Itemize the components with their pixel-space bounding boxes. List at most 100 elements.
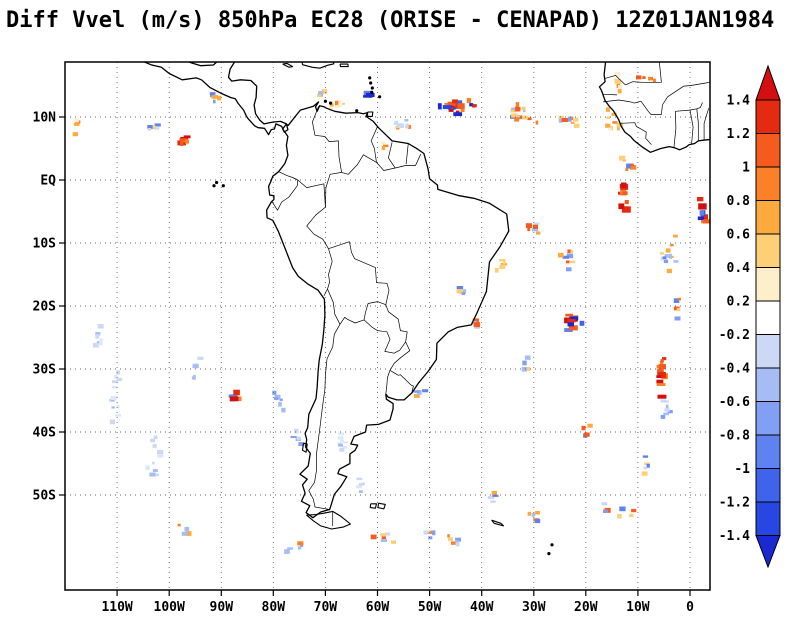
anomaly-patch bbox=[558, 118, 563, 123]
anomaly-patch bbox=[297, 541, 304, 546]
anomaly-patch bbox=[272, 390, 277, 395]
anomaly-patch bbox=[667, 410, 673, 414]
x-axis-tick-label: 30W bbox=[522, 600, 546, 615]
anomaly-patch bbox=[335, 100, 339, 106]
country-border bbox=[339, 316, 365, 325]
anomaly-patch bbox=[617, 126, 620, 131]
anomaly-patch bbox=[450, 541, 456, 545]
anomaly-patch bbox=[211, 95, 218, 99]
anomaly-patch bbox=[558, 252, 564, 258]
anomaly-patch bbox=[625, 168, 629, 171]
anomaly-patch bbox=[567, 116, 572, 122]
anomaly-patch bbox=[611, 112, 617, 116]
anomaly-patch bbox=[665, 404, 669, 409]
anomaly-patch bbox=[669, 253, 672, 259]
anomaly-patch bbox=[619, 155, 626, 161]
anomaly-patch bbox=[152, 461, 155, 465]
y-axis-tick-label: 40S bbox=[33, 426, 57, 441]
anomaly-patch bbox=[660, 399, 666, 403]
anomaly-patch bbox=[617, 89, 622, 94]
anomaly-patch bbox=[567, 319, 576, 323]
anomaly-patch bbox=[574, 117, 579, 121]
anomaly-patch bbox=[74, 117, 79, 123]
anomaly-patch bbox=[98, 340, 103, 346]
small-island-dot bbox=[550, 543, 554, 547]
country-border bbox=[673, 111, 677, 148]
anomaly-patch bbox=[281, 407, 286, 413]
anomaly-patch bbox=[338, 432, 345, 436]
anomaly-patch bbox=[621, 206, 631, 213]
anomaly-patch bbox=[192, 364, 199, 369]
anomaly-patch bbox=[321, 89, 327, 94]
country-border bbox=[703, 108, 710, 140]
small-island-dot bbox=[221, 184, 225, 188]
small-island-dot bbox=[215, 180, 219, 185]
map-frame bbox=[64, 61, 711, 591]
island-outline bbox=[339, 63, 349, 68]
anomaly-patch bbox=[673, 234, 678, 238]
country-border bbox=[385, 304, 408, 342]
anomaly-patch bbox=[660, 252, 664, 255]
country-border bbox=[297, 179, 326, 208]
anomaly-patch bbox=[452, 99, 458, 104]
anomaly-patch bbox=[318, 91, 324, 96]
anomaly-patch bbox=[567, 249, 572, 254]
anomaly-patch bbox=[358, 483, 364, 486]
anomaly-patch bbox=[665, 248, 671, 253]
anomaly-patch bbox=[184, 526, 190, 532]
anomaly-patch bbox=[185, 139, 189, 144]
anomaly-patch bbox=[183, 135, 191, 139]
colorbar-label: -1 bbox=[734, 462, 750, 477]
anomaly-patch bbox=[570, 316, 579, 321]
anomaly-patch bbox=[473, 322, 481, 328]
anomaly-patch bbox=[699, 210, 705, 216]
x-axis-tick-label: 0 bbox=[686, 600, 694, 615]
small-island-dot bbox=[369, 81, 373, 85]
x-axis-tick-label: 40W bbox=[470, 600, 494, 615]
anomaly-patch bbox=[626, 163, 631, 169]
anomaly-patch bbox=[656, 375, 662, 378]
anomaly-patch bbox=[605, 107, 610, 112]
anomaly-patch bbox=[617, 85, 622, 91]
anomaly-patch bbox=[618, 85, 623, 89]
colorbar: 1.4 1.2 1 0.8 0.6 0.4 0.2 -0.2 -0.4 -0.6 -0.8 -1 -1.… bbox=[719, 64, 781, 569]
country-border bbox=[389, 341, 411, 371]
x-axis-tick-label: 60W bbox=[366, 600, 390, 615]
anomaly-patch bbox=[177, 523, 181, 527]
anomaly-patch bbox=[472, 318, 479, 323]
anomaly-patch bbox=[338, 443, 343, 447]
anomaly-patch bbox=[287, 547, 293, 550]
anomaly-patch bbox=[616, 122, 623, 128]
anomaly-patch bbox=[442, 105, 452, 110]
anomaly-patch bbox=[155, 473, 160, 477]
anomaly-patch bbox=[662, 357, 667, 361]
anomaly-patch bbox=[217, 95, 222, 101]
anomaly-patch bbox=[511, 113, 518, 118]
anomaly-patch bbox=[562, 255, 569, 259]
anomaly-patch bbox=[565, 313, 573, 317]
anomaly-patch bbox=[491, 490, 497, 496]
small-island-dot bbox=[368, 76, 372, 80]
anomaly-patch bbox=[511, 107, 516, 111]
anomaly-patch bbox=[624, 200, 629, 205]
colorbar-box bbox=[755, 200, 781, 235]
anomaly-patch bbox=[113, 375, 118, 379]
anomaly-patch bbox=[566, 267, 572, 272]
anomaly-patch bbox=[454, 540, 459, 543]
x-axis-tick-label: 20W bbox=[574, 600, 598, 615]
anomaly-patch bbox=[423, 530, 428, 535]
y-axis-tick-label: 50S bbox=[33, 489, 57, 504]
country-border bbox=[271, 179, 299, 211]
anomaly-patch bbox=[97, 324, 104, 329]
anomaly-patch bbox=[666, 268, 672, 274]
x-axis-tick-label: 110W bbox=[101, 600, 132, 615]
anomaly-patch bbox=[444, 102, 450, 107]
country-border bbox=[327, 248, 333, 290]
anomaly-patch bbox=[355, 485, 362, 489]
country-border bbox=[675, 102, 703, 112]
anomaly-patch bbox=[648, 76, 653, 81]
anomaly-patch bbox=[660, 414, 666, 419]
anomaly-patch bbox=[579, 320, 585, 326]
anomaly-patch bbox=[152, 444, 157, 448]
anomaly-patch bbox=[622, 191, 628, 195]
